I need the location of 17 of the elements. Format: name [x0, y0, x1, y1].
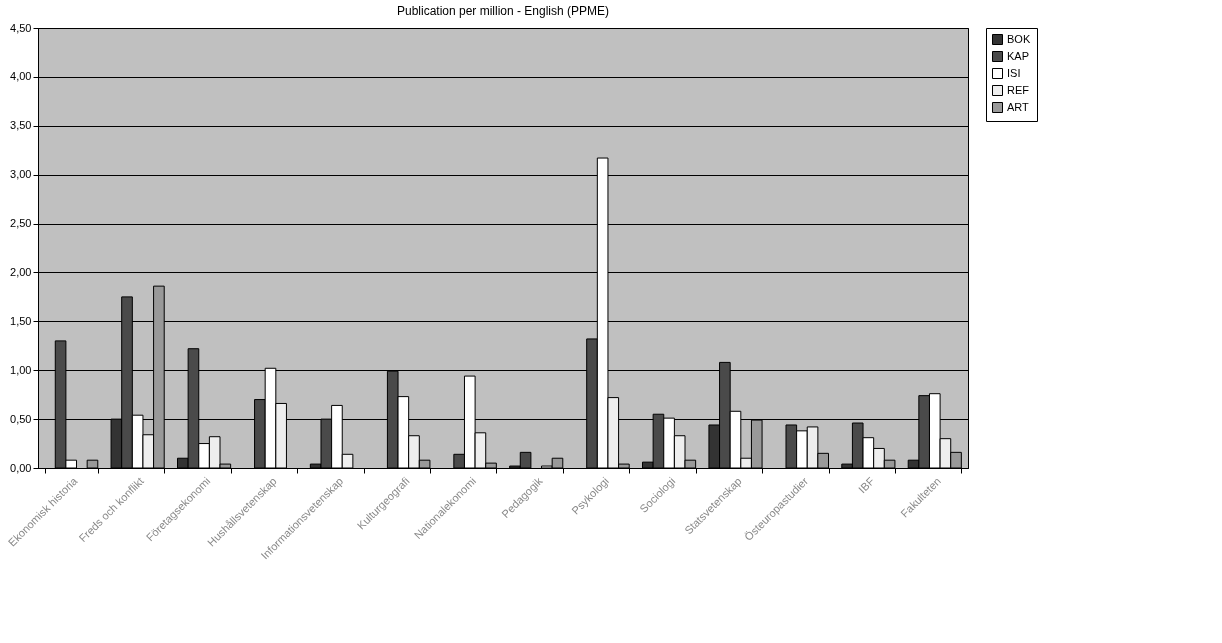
y-tick-label: 0,00 [10, 461, 32, 474]
y-tick-label: 4,00 [10, 70, 32, 83]
y-tick-label: 1,50 [10, 314, 32, 327]
y-tick-label: 3,50 [10, 119, 32, 132]
y-tick-label: 1,00 [10, 363, 32, 376]
x-tick-label: IBF [856, 474, 877, 496]
legend-label: KAP [1007, 49, 1030, 62]
legend-label: ISI [1007, 66, 1021, 79]
legend-label: BOK [1007, 32, 1031, 45]
y-tick-label: 3,00 [10, 168, 32, 181]
legend-label: REF [1007, 83, 1030, 96]
y-tick-label: 2,50 [10, 217, 32, 230]
y-tick-label: 0,50 [10, 412, 32, 425]
y-tick-label: 2,00 [10, 265, 32, 278]
y-tick-label: 4,50 [10, 21, 32, 34]
chart-title: Publication per million - English (PPME) [396, 4, 610, 18]
legend-label: ART [1007, 100, 1030, 113]
